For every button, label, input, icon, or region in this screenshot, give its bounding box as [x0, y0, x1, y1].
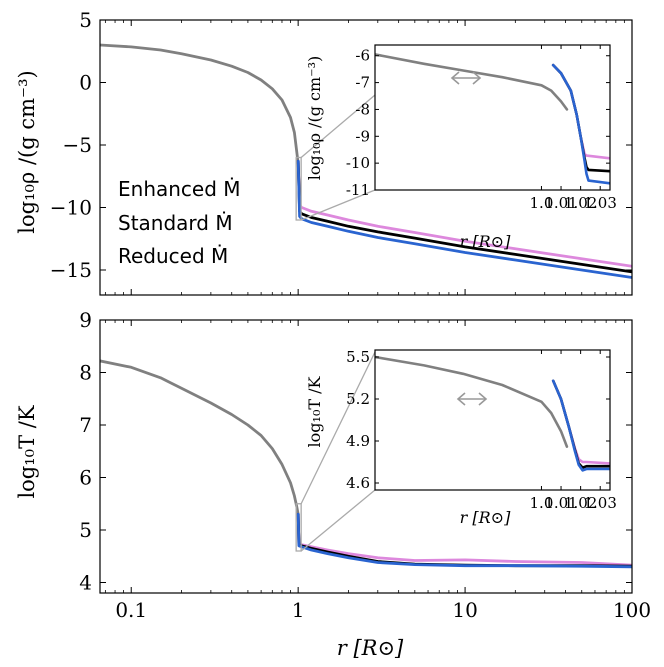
temperature-connector-bottom [300, 489, 376, 552]
inset-arrow-density [450, 71, 482, 85]
density-inset-xlabel: r [R⊙] [460, 232, 511, 251]
temperature-series-interior [100, 359, 300, 516]
density-inset-frame [374, 44, 611, 191]
temperature-ytick-label-0: 9 [79, 308, 92, 332]
temperature-inset-background [375, 350, 610, 490]
temperature-xtick-label-0: 0.1 [115, 598, 147, 622]
main-xlabel: r [R⊙] [337, 636, 404, 660]
density-inset-ytick-label-3: -9 [355, 127, 370, 145]
legend: Enhanced Ṁ Standard Ṁ Reduced Ṁ [118, 177, 241, 268]
temperature-inset-xtick-label-3: 1.03 [584, 494, 617, 512]
legend-enhanced: Enhanced Ṁ [118, 177, 241, 201]
density-inset-xtick-label-1: 1.01 [544, 194, 577, 212]
density-ytick-label-1: 0 [79, 71, 92, 95]
temperature-ylabel: log₁₀T /K [15, 405, 39, 498]
legend-reduced: Reduced Ṁ [118, 244, 228, 268]
density-inset-ytick-label-4: -10 [346, 154, 370, 172]
temperature-zoom-box [295, 503, 302, 552]
density-inset-xtick-label-0: 1.0 [530, 194, 554, 212]
density-inset-ytick-label-1: -7 [355, 74, 370, 92]
density-series-interior [100, 43, 300, 166]
density-inset-background [375, 45, 610, 190]
temperature-xtick-label-2: 10 [452, 598, 477, 622]
density-frame [99, 19, 633, 296]
temperature-ytick-label-4: 5 [79, 518, 92, 542]
legend-standard: Standard Ṁ [118, 211, 233, 235]
density-inset: 1.01.011.021.03 -6 -7 -8 -9 -10 -11 [346, 44, 617, 212]
temperature-inset-series-interior [375, 355, 569, 448]
density-inset-xtick-label-3: 1.03 [584, 194, 617, 212]
density-connector-bottom [300, 189, 376, 221]
density-inset-series-interior [375, 53, 569, 111]
density-inset-ylabel: log₁₀ρ /(g cm⁻³) [305, 56, 324, 181]
temperature-inset-ylabel: log₁₀T /K [305, 375, 324, 447]
temperature-inset-xtick-label-0: 1.0 [530, 494, 554, 512]
temperature-inset-frame [374, 349, 611, 491]
temperature-frame [99, 319, 633, 594]
density-inset-ytick-label-0: -6 [355, 47, 370, 65]
temperature-ytick-label-2: 7 [79, 413, 92, 437]
temperature-inset-ytick-label-3: 4.6 [346, 474, 370, 492]
temperature-inset-xtick-label-1: 1.01 [544, 494, 577, 512]
density-ytick-label-3: −10 [50, 196, 92, 220]
density-connector-top [300, 94, 376, 158]
density-inset-ytick-label-5: -11 [346, 181, 370, 199]
temperature-connector-top [300, 351, 376, 505]
temperature-inset-ytick-label-0: 5.5 [346, 348, 370, 366]
density-ytick-label-0: 5 [79, 8, 92, 32]
temperature-inset-ytick-label-2: 4.9 [346, 432, 370, 450]
temperature-inset: 1.01.011.021.03 5.5 5.2 4.9 4.6 [346, 348, 617, 512]
temperature-inset-ytick-label-1: 5.2 [346, 390, 370, 408]
density-inset-xtick-label-2: 1.02 [564, 194, 597, 212]
temperature-xtick-label-1: 1 [292, 598, 305, 622]
temperature-ytick-label-1: 8 [79, 361, 92, 385]
density-inset-ytick-label-2: -8 [355, 100, 370, 118]
temperature-ytick-label-3: 6 [79, 466, 92, 490]
density-zoom-box [295, 156, 302, 221]
zoom-connectors [295, 94, 376, 552]
temperature-xtick-label-3: 100 [613, 598, 651, 622]
density-ytick-label-4: −15 [50, 258, 92, 282]
density-inset-series-reduced [551, 63, 610, 185]
temperature-inset-xtick-label-2: 1.02 [564, 494, 597, 512]
temperature-inset-series-reduced [551, 379, 610, 472]
density-ytick-label-2: −5 [63, 133, 92, 157]
density-ylabel: log₁₀ρ /(g cm⁻³) [15, 70, 39, 233]
temperature-ytick-label-5: 4 [79, 571, 92, 595]
temperature-inset-xlabel: r [R⊙] [460, 508, 511, 527]
inset-arrow-temperature [456, 392, 488, 406]
